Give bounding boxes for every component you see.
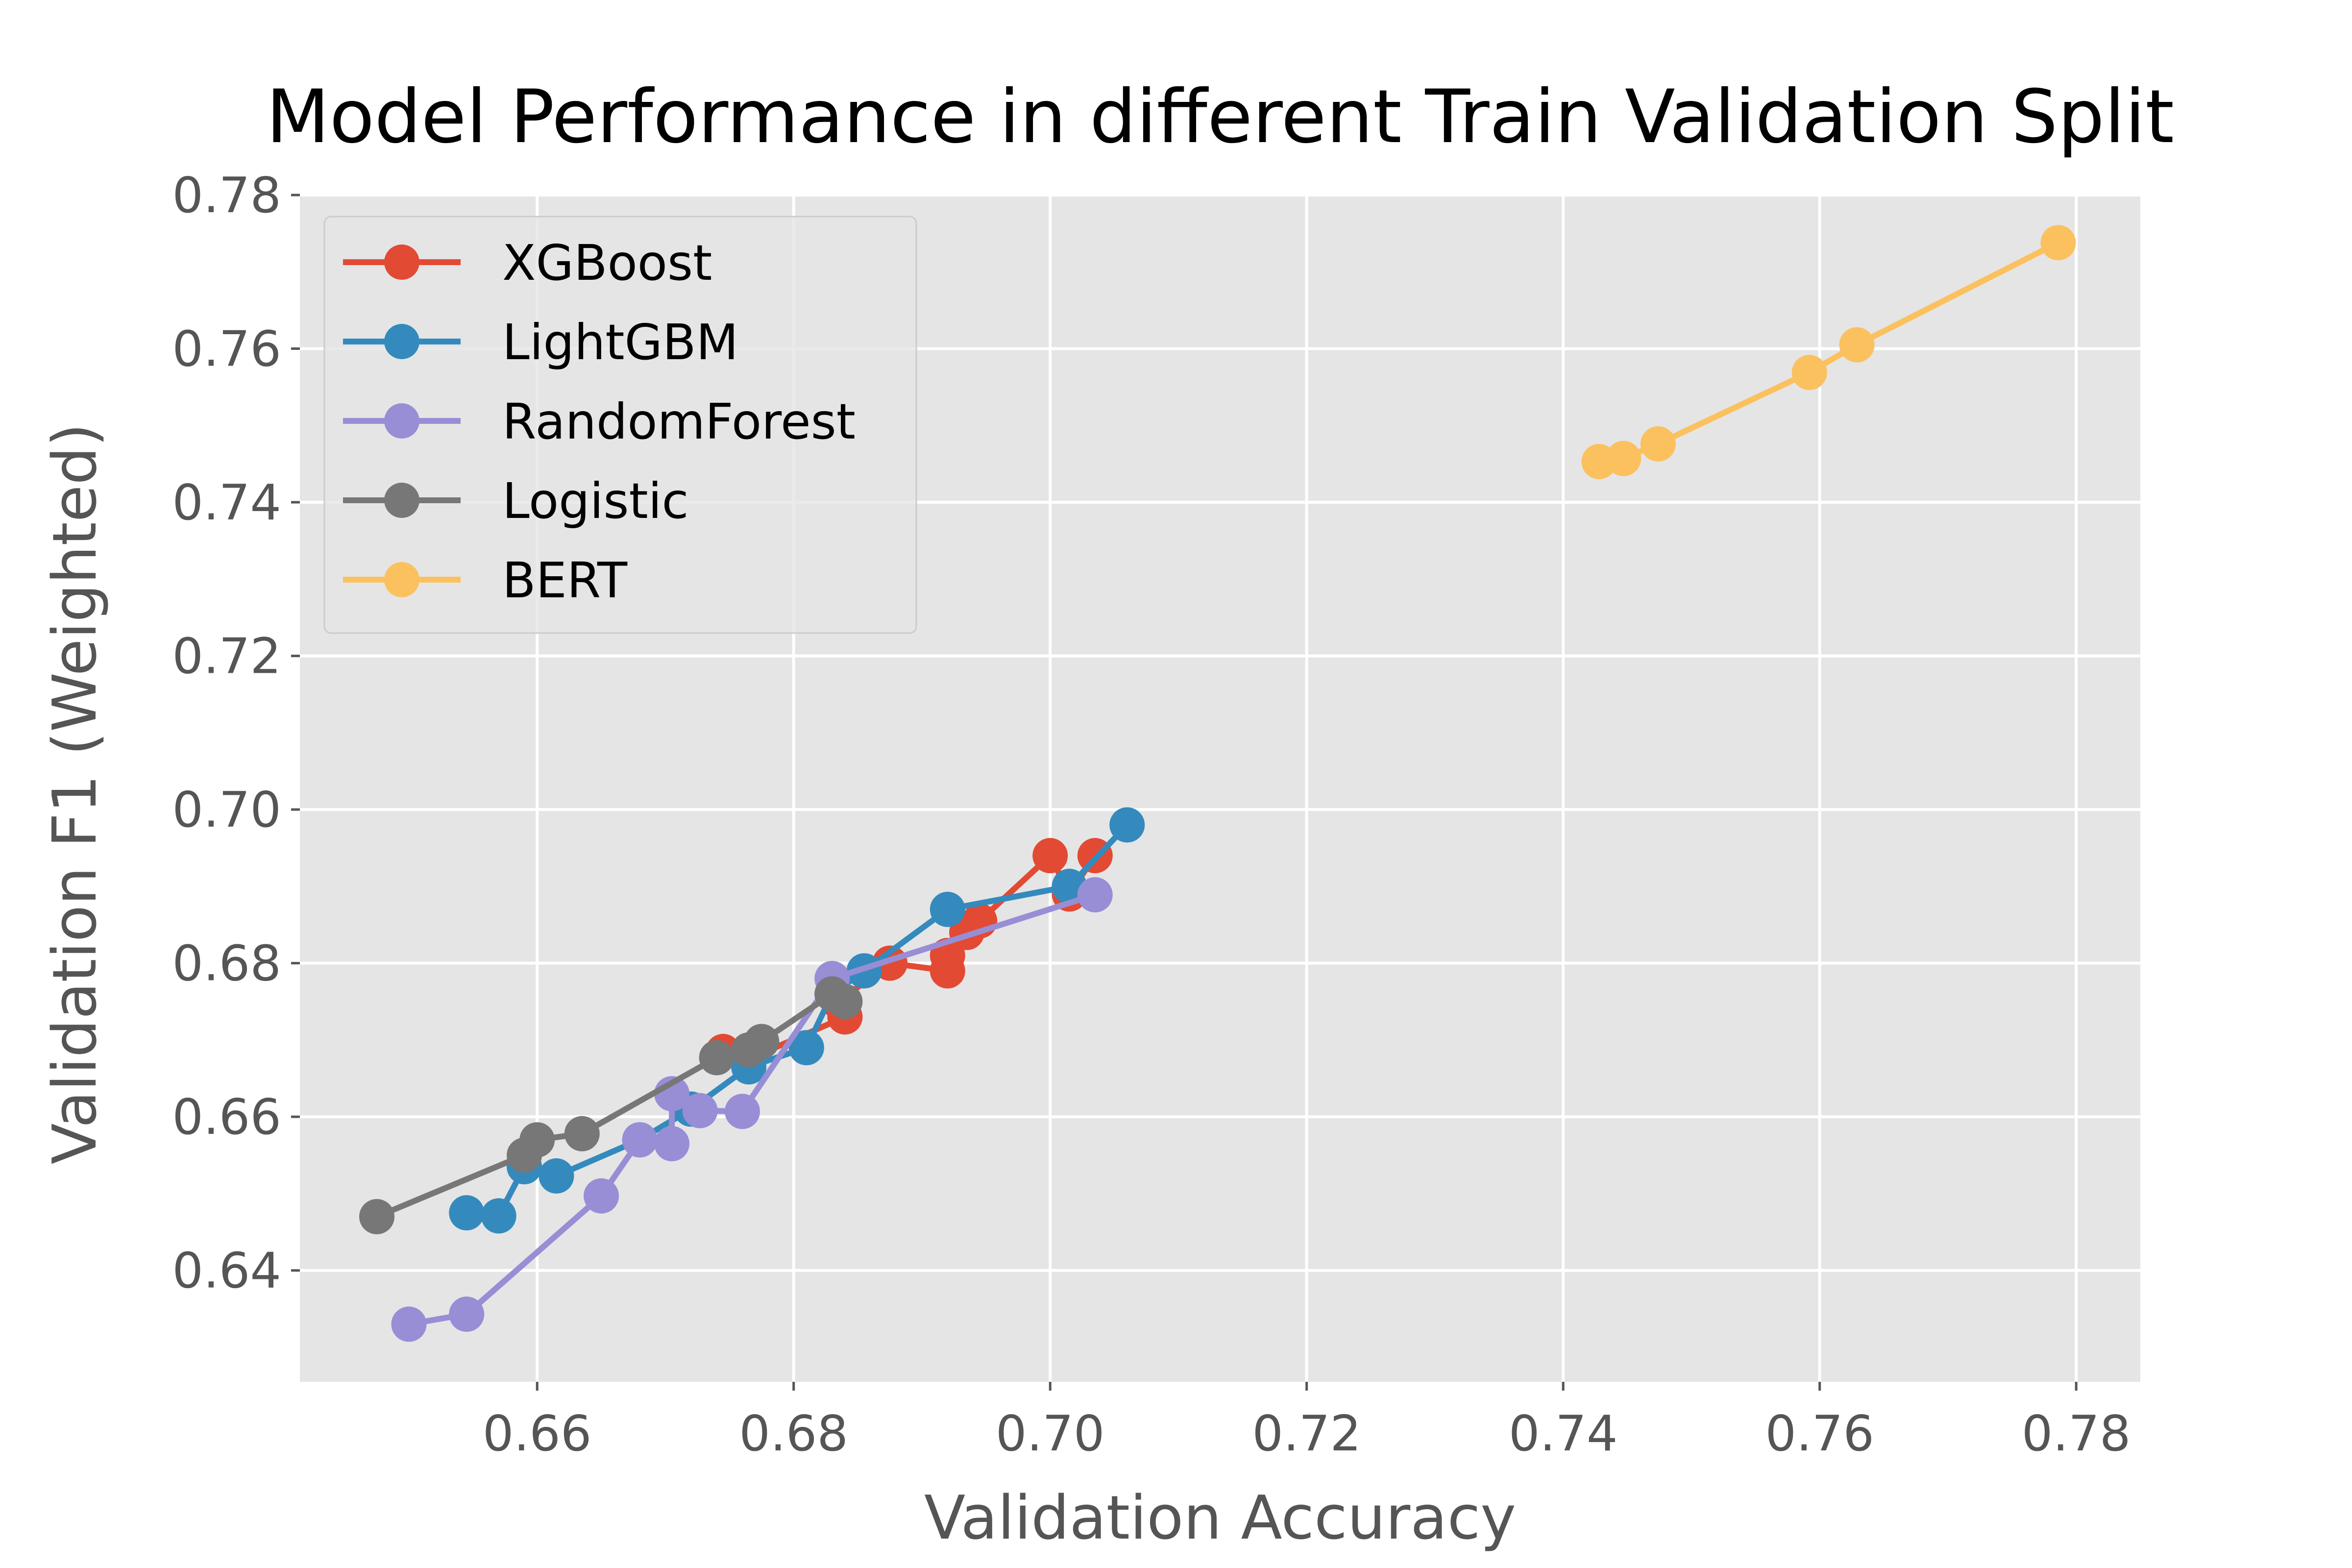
series-logistic <box>359 976 863 1234</box>
data-point-lightgbm <box>788 1030 824 1066</box>
x-tick-label: 0.68 <box>739 1405 848 1462</box>
x-axis-label: Validation Accuracy <box>924 1483 1516 1553</box>
axis-ticks: 0.66 0.68 0.70 0.72 0.74 0.76 0.78 0.64 0.66 0.68… <box>172 167 2131 1462</box>
data-point-logistic <box>519 1122 555 1158</box>
data-point-randomforest <box>725 1094 760 1129</box>
data-point-randomforest <box>449 1297 485 1332</box>
legend-marker-logistic <box>384 483 419 518</box>
data-point-bert <box>1606 441 1642 476</box>
series-layer <box>359 225 2076 1342</box>
data-point-randomforest <box>682 1093 718 1128</box>
legend: XGBoost LightGBM RandomForest Logistic BERT <box>323 216 917 634</box>
legend-label-xgboost: XGBoost <box>502 234 712 292</box>
data-point-logistic <box>827 984 863 1020</box>
x-tick-label: 0.70 <box>996 1405 1105 1462</box>
y-tick-label: 0.78 <box>172 167 281 224</box>
data-point-lightgbm <box>539 1158 574 1194</box>
data-point-logistic <box>359 1199 395 1234</box>
legend-label-logistic: Logistic <box>502 472 688 530</box>
legend-marker-xgboost <box>384 245 419 280</box>
x-tick-label: 0.66 <box>483 1405 592 1462</box>
data-point-lightgbm <box>481 1198 516 1234</box>
legend-item-bert: BERT <box>343 552 628 609</box>
x-tick-label: 0.78 <box>2022 1405 2131 1462</box>
data-point-logistic <box>744 1024 780 1059</box>
series-randomforest <box>391 877 1113 1342</box>
legend-marker-randomforest <box>384 403 419 439</box>
data-point-bert <box>1640 426 1676 462</box>
legend-item-xgboost: XGBoost <box>343 234 712 292</box>
legend-marker-bert <box>384 562 419 597</box>
legend-item-lightgbm: LightGBM <box>343 314 738 371</box>
x-tick-label: 0.76 <box>1765 1405 1874 1462</box>
legend-item-logistic: Logistic <box>343 472 688 530</box>
y-tick-label: 0.64 <box>172 1242 281 1299</box>
data-point-bert <box>1791 355 1827 391</box>
chart-title: Model Performance in different Train Val… <box>266 74 2174 160</box>
y-tick-label: 0.72 <box>172 628 281 685</box>
data-point-randomforest <box>622 1122 658 1158</box>
legend-label-lightgbm: LightGBM <box>502 314 738 371</box>
series-line-randomforest <box>406 892 1098 1327</box>
y-tick-label: 0.68 <box>172 935 281 992</box>
data-point-xgboost <box>1032 838 1068 874</box>
data-point-randomforest <box>654 1126 690 1162</box>
data-point-randomforest <box>584 1178 619 1214</box>
data-point-lightgbm <box>449 1195 485 1231</box>
legend-item-randomforest: RandomForest <box>343 393 856 450</box>
data-point-randomforest <box>391 1306 427 1342</box>
y-tick-label: 0.74 <box>172 474 281 531</box>
legend-box <box>323 216 917 634</box>
data-point-logistic <box>564 1116 600 1152</box>
y-tick-label: 0.76 <box>172 320 281 378</box>
data-point-logistic <box>699 1040 735 1076</box>
data-point-bert <box>2040 225 2076 261</box>
legend-label-randomforest: RandomForest <box>502 393 856 450</box>
legend-marker-lightgbm <box>384 324 419 359</box>
data-point-lightgbm <box>1109 807 1145 843</box>
data-point-lightgbm <box>930 891 965 927</box>
series-bert <box>1581 225 2076 479</box>
data-point-bert <box>1839 327 1875 363</box>
x-tick-label: 0.72 <box>1252 1405 1361 1462</box>
y-tick-label: 0.66 <box>172 1088 281 1146</box>
x-tick-label: 0.74 <box>1509 1405 1618 1462</box>
y-tick-label: 0.70 <box>172 781 281 838</box>
legend-label-bert: BERT <box>502 552 628 609</box>
y-axis-label: Validation F1 (Weighted) <box>40 423 110 1165</box>
data-point-randomforest <box>1077 877 1113 913</box>
